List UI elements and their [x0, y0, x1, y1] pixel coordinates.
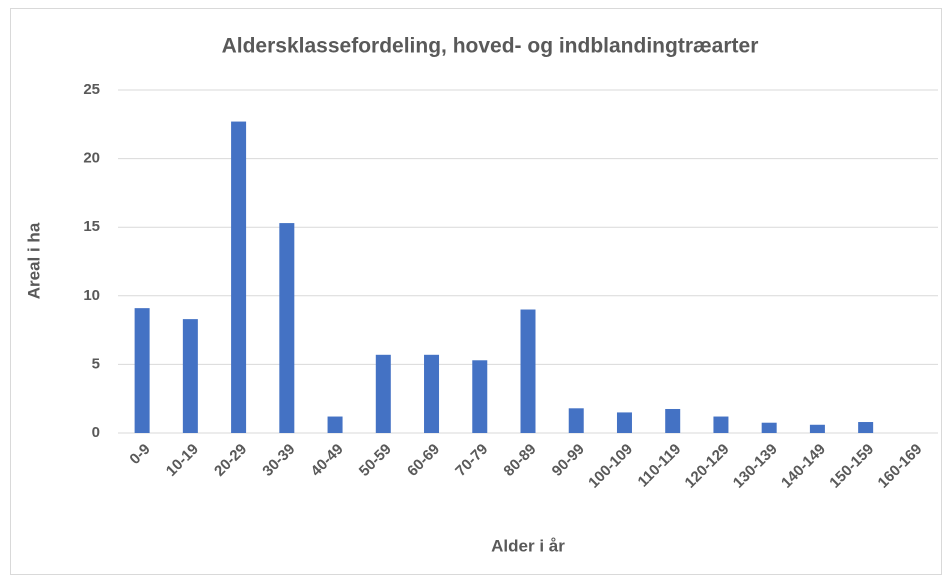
bar	[568, 408, 584, 433]
bar	[761, 422, 777, 433]
y-tick-label: 15	[83, 218, 100, 235]
x-axis-label: Alder i år	[491, 536, 565, 555]
bar	[327, 416, 343, 433]
y-tick-label: 5	[92, 355, 100, 372]
bar	[713, 416, 729, 433]
y-tick-label: 25	[83, 81, 100, 98]
bar	[472, 360, 488, 433]
bar	[809, 424, 825, 433]
bar	[231, 121, 247, 433]
bar	[858, 422, 874, 433]
chart-title: Aldersklassefordeling, hoved- og indblan…	[222, 35, 759, 58]
bar	[134, 308, 150, 433]
bar	[424, 354, 440, 433]
bar	[616, 412, 632, 433]
chart-frame	[10, 8, 942, 575]
y-tick-label: 10	[83, 287, 100, 304]
y-axis-label: Areal i ha	[24, 222, 43, 299]
bar	[182, 319, 198, 433]
y-tick-label: 0	[92, 424, 100, 441]
bar	[279, 223, 295, 433]
bar	[520, 309, 536, 433]
bar	[375, 354, 391, 433]
y-tick-label: 20	[83, 150, 100, 167]
bar	[665, 408, 681, 433]
